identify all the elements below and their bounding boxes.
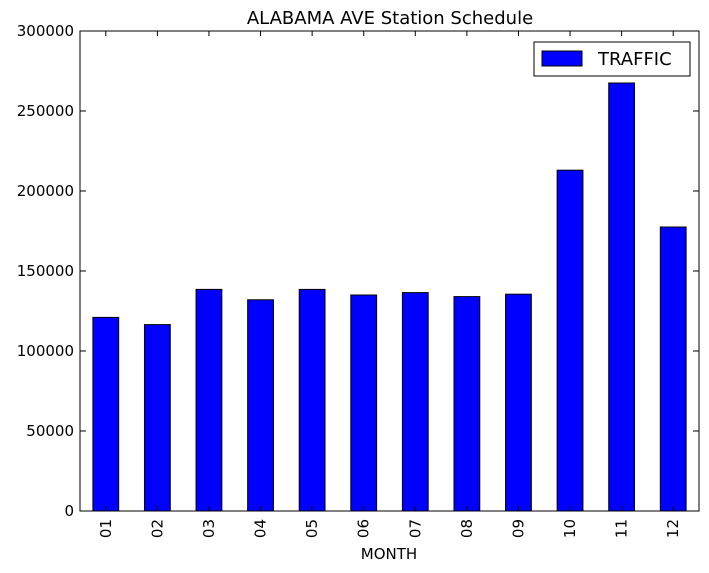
legend-label: TRAFFIC	[597, 49, 672, 70]
bar-08	[453, 296, 481, 512]
x-tick-label-06: 06	[355, 519, 373, 538]
x-tick-label-02: 02	[148, 519, 166, 538]
x-tick-label-08: 08	[458, 519, 476, 538]
y-tick-label: 300000	[17, 22, 74, 40]
bar-01	[92, 316, 120, 512]
x-tick-label-04: 04	[252, 519, 270, 538]
x-tick-label-03: 03	[200, 519, 218, 538]
x-axis-label: MONTH	[361, 545, 417, 563]
bar-03	[195, 288, 223, 512]
bar-05	[298, 288, 326, 512]
x-tick-label-05: 05	[303, 519, 321, 538]
bar-02	[143, 324, 171, 512]
legend-box	[533, 41, 691, 77]
y-tick-label: 100000	[17, 342, 74, 360]
bar-04	[247, 299, 274, 512]
x-axis: 01 02 03 04 05 06 07 08 09 10 11 12	[97, 31, 682, 538]
bar-10	[556, 169, 584, 512]
x-tick-label-10: 10	[561, 519, 579, 538]
legend: TRAFFIC	[533, 41, 691, 77]
x-tick-label-09: 09	[509, 519, 527, 538]
bar-09	[505, 293, 532, 512]
x-tick-label-07: 07	[406, 519, 424, 538]
plot-area-frame	[79, 30, 700, 512]
y-tick-label: 0	[64, 502, 74, 520]
x-tick-label-12: 12	[664, 519, 682, 538]
y-tick-label: 250000	[17, 102, 74, 120]
bar-07	[401, 292, 429, 512]
legend-swatch	[541, 50, 583, 67]
chart-title: ALABAMA AVE Station Schedule	[247, 8, 533, 29]
bar-11	[608, 82, 636, 512]
y-tick-label: 200000	[17, 182, 74, 200]
y-tick-label: 150000	[17, 262, 74, 280]
x-tick-label-01: 01	[97, 519, 115, 538]
bar-06	[350, 294, 378, 512]
y-tick-label: 50000	[26, 422, 74, 440]
bar-12	[659, 226, 687, 512]
bars-group	[92, 82, 687, 512]
y-axis: 0 50000 100000 150000 200000 250000 300000	[17, 22, 699, 520]
x-tick-label-11: 11	[613, 519, 631, 538]
